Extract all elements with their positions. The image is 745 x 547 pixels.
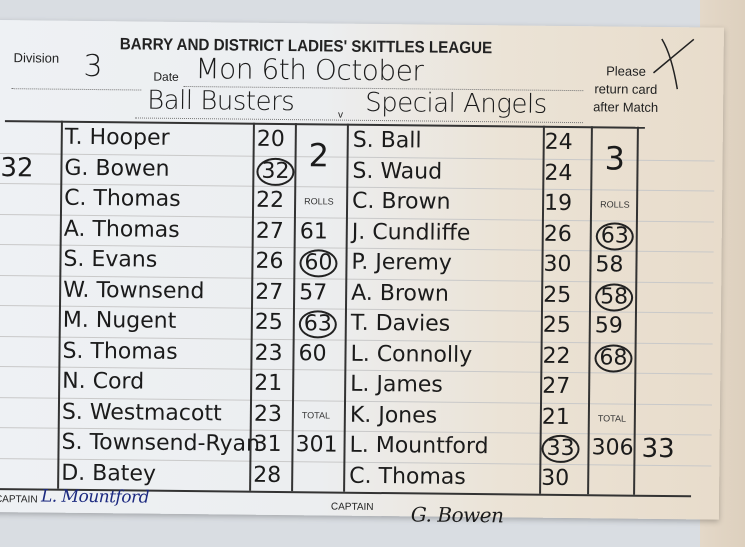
roll-score: 61 bbox=[299, 218, 328, 244]
player-name: S. Evans bbox=[63, 246, 158, 273]
date-label: Date bbox=[153, 69, 179, 84]
player-score: 23 bbox=[254, 340, 283, 366]
player-name: C. Brown bbox=[351, 188, 451, 215]
player-score: 21 bbox=[254, 370, 283, 397]
player-name: S. Thomas bbox=[62, 338, 178, 365]
team-points: 3 bbox=[604, 139, 626, 178]
roll-score: 60 bbox=[299, 249, 338, 278]
team-points: 2 bbox=[308, 136, 330, 175]
division-value: 3 bbox=[83, 48, 103, 85]
total-label: TOTAL bbox=[597, 412, 627, 424]
note-line: after Match bbox=[593, 99, 659, 115]
player-score: 26 bbox=[543, 221, 572, 247]
player-score: 25 bbox=[543, 282, 572, 308]
player-score: 30 bbox=[543, 251, 572, 278]
player-score: 25 bbox=[542, 312, 571, 339]
home-team-name: Ball Busters bbox=[147, 85, 295, 118]
player-name: L. Connolly bbox=[350, 341, 473, 368]
score-card: BARRY AND DISTRICT LADIES' SKITTLES LEAG… bbox=[0, 20, 724, 527]
player-score: 33 bbox=[541, 434, 580, 464]
roll-score: 57 bbox=[299, 279, 328, 305]
cross-mark-icon bbox=[653, 38, 695, 90]
away-team-name: Special Angels bbox=[364, 87, 547, 120]
player-name: S. Townsend-Ryan bbox=[61, 429, 261, 457]
player-score: 19 bbox=[543, 190, 573, 217]
margin-note: 33 bbox=[641, 433, 675, 465]
away-captain-label: CAPTAIN bbox=[330, 501, 374, 513]
home-captain-label: CAPTAIN bbox=[0, 494, 38, 506]
player-name: L. James bbox=[350, 371, 443, 398]
player-name: T. Hooper bbox=[64, 124, 170, 151]
player-score: 21 bbox=[541, 404, 571, 430]
player-name: S. Waud bbox=[352, 158, 443, 185]
player-score: 27 bbox=[255, 279, 284, 305]
player-name: M. Nugent bbox=[62, 307, 177, 334]
player-name: J. Cundliffe bbox=[351, 219, 471, 246]
player-name: C. Thomas bbox=[64, 185, 181, 212]
player-score: 28 bbox=[253, 462, 282, 488]
player-score: 24 bbox=[544, 129, 573, 156]
player-name: D. Batey bbox=[61, 460, 157, 487]
player-name: P. Jeremy bbox=[351, 249, 453, 276]
roll-score: 63 bbox=[298, 310, 337, 339]
player-name: L. Mountford bbox=[349, 432, 489, 460]
player-score: 23 bbox=[253, 401, 283, 427]
roll-score: 60 bbox=[298, 340, 327, 366]
player-score: 22 bbox=[255, 187, 285, 214]
player-score: 31 bbox=[253, 431, 282, 458]
player-score: 30 bbox=[541, 465, 570, 491]
rolls-label: ROLLS bbox=[600, 199, 630, 210]
player-name: S. Westmacott bbox=[61, 399, 222, 426]
player-score: 32 bbox=[256, 157, 295, 186]
division-dotted-line bbox=[11, 88, 142, 91]
player-score: 22 bbox=[542, 343, 571, 369]
player-name: G. Bowen bbox=[64, 155, 170, 182]
player-score: 20 bbox=[256, 126, 285, 153]
roll-score: 63 bbox=[595, 221, 634, 251]
roll-score: 58 bbox=[595, 252, 624, 278]
division-label: Division bbox=[13, 50, 60, 66]
player-name: K. Jones bbox=[349, 402, 438, 429]
date-value: Mon 6th October bbox=[195, 52, 424, 88]
player-score: 25 bbox=[254, 309, 283, 336]
roll-score: 58 bbox=[594, 282, 634, 312]
home-captain-signature: L. Mountford bbox=[40, 486, 150, 508]
player-name: S. Ball bbox=[352, 127, 422, 154]
player-name: A. Thomas bbox=[63, 216, 180, 243]
score-table: T. Hooper 20 G. Bowen 32 C. Thomas 22 A. Thoma… bbox=[0, 120, 723, 500]
player-name: W. Townsend bbox=[63, 277, 205, 304]
player-name: A. Brown bbox=[351, 280, 449, 307]
rolls-label: ROLLS bbox=[304, 196, 334, 207]
roll-score: 59 bbox=[594, 313, 623, 339]
total-label: TOTAL bbox=[301, 409, 331, 421]
player-score: 27 bbox=[542, 373, 571, 400]
player-name: T. Davies bbox=[350, 310, 451, 337]
team-total: 301 bbox=[295, 432, 338, 458]
roll-score: 68 bbox=[594, 343, 633, 373]
margin-note: 32 bbox=[0, 152, 34, 183]
player-score: 26 bbox=[255, 248, 284, 275]
player-name: C. Thomas bbox=[349, 463, 466, 490]
team-total: 306 bbox=[591, 435, 634, 461]
player-score: 24 bbox=[544, 160, 573, 186]
away-captain-signature: G. Bowen bbox=[410, 502, 504, 528]
player-name: N. Cord bbox=[62, 368, 145, 395]
player-score: 27 bbox=[255, 218, 284, 244]
